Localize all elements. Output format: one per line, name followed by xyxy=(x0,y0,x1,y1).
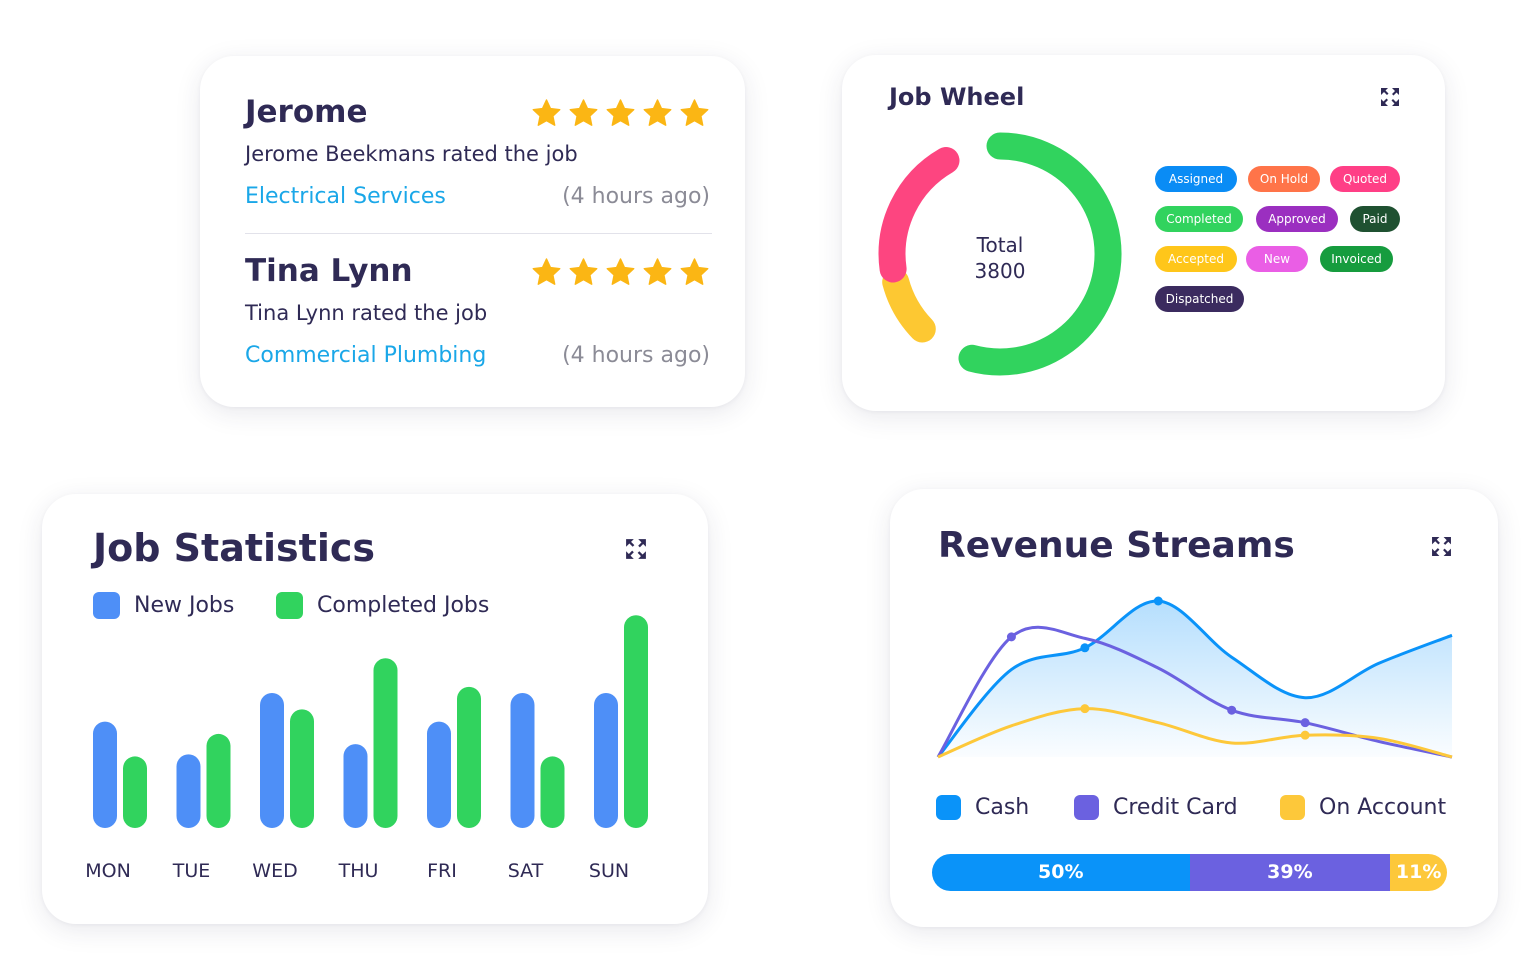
total-label: Total xyxy=(976,233,1024,257)
data-point xyxy=(1153,596,1163,606)
expand-icon[interactable] xyxy=(625,538,647,560)
service-link[interactable]: Commercial Plumbing xyxy=(245,343,487,368)
star-icon xyxy=(532,258,561,285)
star-icon xyxy=(643,258,672,285)
review-text: Tina Lynn rated the job xyxy=(245,301,488,325)
rating-stars xyxy=(531,98,710,129)
bar-new-jobs-fri xyxy=(427,721,451,828)
status-pill[interactable]: Completed xyxy=(1155,206,1243,232)
legend-on-account: On Account xyxy=(1280,795,1446,820)
x-tick-label: MON xyxy=(85,860,131,882)
revenue-streams-chart xyxy=(936,596,1453,759)
job-statistics-card: Job Statistics New Jobs Completed Jobs M… xyxy=(42,494,708,924)
x-tick-label: SAT xyxy=(508,860,544,882)
data-point xyxy=(1080,643,1090,653)
card-title: Revenue Streams xyxy=(938,525,1295,566)
legend-swatch xyxy=(1280,795,1305,820)
legend-completed-jobs: Completed Jobs xyxy=(276,592,489,619)
legend-new-jobs: New Jobs xyxy=(93,592,234,619)
bar-completed-jobs-fri xyxy=(457,686,481,828)
share-segment-on-account: 11% xyxy=(1390,854,1447,891)
revenue-streams-card: Revenue Streams Cash Credit Card On Acco… xyxy=(890,489,1498,927)
data-point xyxy=(1006,632,1016,642)
bar-completed-jobs-sat xyxy=(540,756,565,828)
share-segment-cash: 50% xyxy=(932,854,1190,891)
star-icon xyxy=(569,99,598,126)
status-pill[interactable]: Dispatched xyxy=(1155,286,1244,312)
bar-completed-jobs-thu xyxy=(373,658,398,828)
status-pill[interactable]: Approved xyxy=(1256,206,1338,232)
legend-label: New Jobs xyxy=(134,593,235,618)
star-icon xyxy=(569,258,598,285)
review-time: (4 hours ago) xyxy=(562,343,710,368)
bar-new-jobs-tue xyxy=(176,754,201,828)
legend-swatch xyxy=(936,795,961,820)
legend-label: On Account xyxy=(1319,795,1447,820)
bar-new-jobs-wed xyxy=(260,693,284,828)
revenue-share-bar: 50% 39% 11% xyxy=(932,854,1447,891)
x-tick-label: TUE xyxy=(172,860,211,882)
job-statistics-chart: MON TUE WED THU FRI SAT SUN xyxy=(85,615,648,882)
total-value: 3800 xyxy=(975,259,1026,283)
star-icon xyxy=(643,99,672,126)
card-title: Job Statistics xyxy=(93,526,375,570)
area-fill-cash xyxy=(938,600,1452,757)
status-pill[interactable]: Invoiced xyxy=(1320,246,1393,272)
expand-icon[interactable] xyxy=(1431,536,1452,557)
bar-new-jobs-sun xyxy=(594,693,618,828)
legend-credit-card: Credit Card xyxy=(1074,795,1238,820)
divider xyxy=(245,233,712,234)
status-pill[interactable]: On Hold xyxy=(1248,166,1320,192)
bar-new-jobs-mon xyxy=(93,721,117,828)
legend-label: Completed Jobs xyxy=(317,593,490,618)
x-tick-label: WED xyxy=(252,860,297,882)
status-pill[interactable]: Accepted xyxy=(1155,246,1237,272)
service-link[interactable]: Electrical Services xyxy=(245,184,446,209)
share-segment-credit-card: 39% xyxy=(1189,854,1391,891)
legend-swatch xyxy=(93,592,120,619)
data-point xyxy=(1080,704,1090,714)
data-point xyxy=(1300,718,1310,728)
status-pill[interactable]: Quoted xyxy=(1330,166,1400,192)
bar-completed-jobs-sun xyxy=(624,615,648,828)
star-icon xyxy=(532,99,561,126)
donut-segment-yellow xyxy=(882,268,936,343)
reviews-card: Jerome Jerome Beekmans rated the job Ele… xyxy=(200,56,745,407)
review-time: (4 hours ago) xyxy=(562,184,710,209)
star-icon xyxy=(680,258,709,285)
reviewer-name: Tina Lynn xyxy=(245,253,413,289)
series-line-cash xyxy=(936,599,1453,758)
reviewer-name: Jerome xyxy=(245,94,368,130)
status-pill[interactable]: Paid xyxy=(1350,206,1400,232)
bar-completed-jobs-wed xyxy=(290,709,314,828)
status-pill[interactable]: Assigned xyxy=(1155,166,1237,192)
x-tick-label: THU xyxy=(338,860,379,882)
x-tick-label: FRI xyxy=(427,860,457,882)
series-line-on-account xyxy=(937,707,1453,759)
legend-swatch xyxy=(276,592,303,619)
status-pill[interactable]: New xyxy=(1246,246,1308,272)
star-icon xyxy=(680,99,709,126)
bar-new-jobs-thu xyxy=(343,744,368,828)
x-tick-label: SUN xyxy=(589,860,629,882)
job-wheel-donut: Total 3800 xyxy=(878,132,1122,376)
bar-completed-jobs-mon xyxy=(123,756,147,828)
card-title: Job Wheel xyxy=(889,83,1025,111)
star-icon xyxy=(606,258,635,285)
rating-stars xyxy=(531,257,710,288)
legend-swatch xyxy=(1074,795,1099,820)
donut-segment-completed xyxy=(958,132,1122,376)
expand-icon[interactable] xyxy=(1380,87,1400,107)
bar-new-jobs-sat xyxy=(510,693,535,828)
legend-label: Credit Card xyxy=(1113,795,1238,820)
star-icon xyxy=(606,99,635,126)
legend-label: Cash xyxy=(975,795,1030,820)
data-point xyxy=(1300,730,1310,740)
review-text: Jerome Beekmans rated the job xyxy=(245,142,578,166)
legend-cash: Cash xyxy=(936,795,1029,820)
data-point xyxy=(1227,705,1237,715)
donut-segment-pink xyxy=(878,147,960,283)
bar-completed-jobs-tue xyxy=(206,733,231,828)
job-wheel-card: Job Wheel Total 3800 Assigned On Hold Qu… xyxy=(842,55,1445,411)
